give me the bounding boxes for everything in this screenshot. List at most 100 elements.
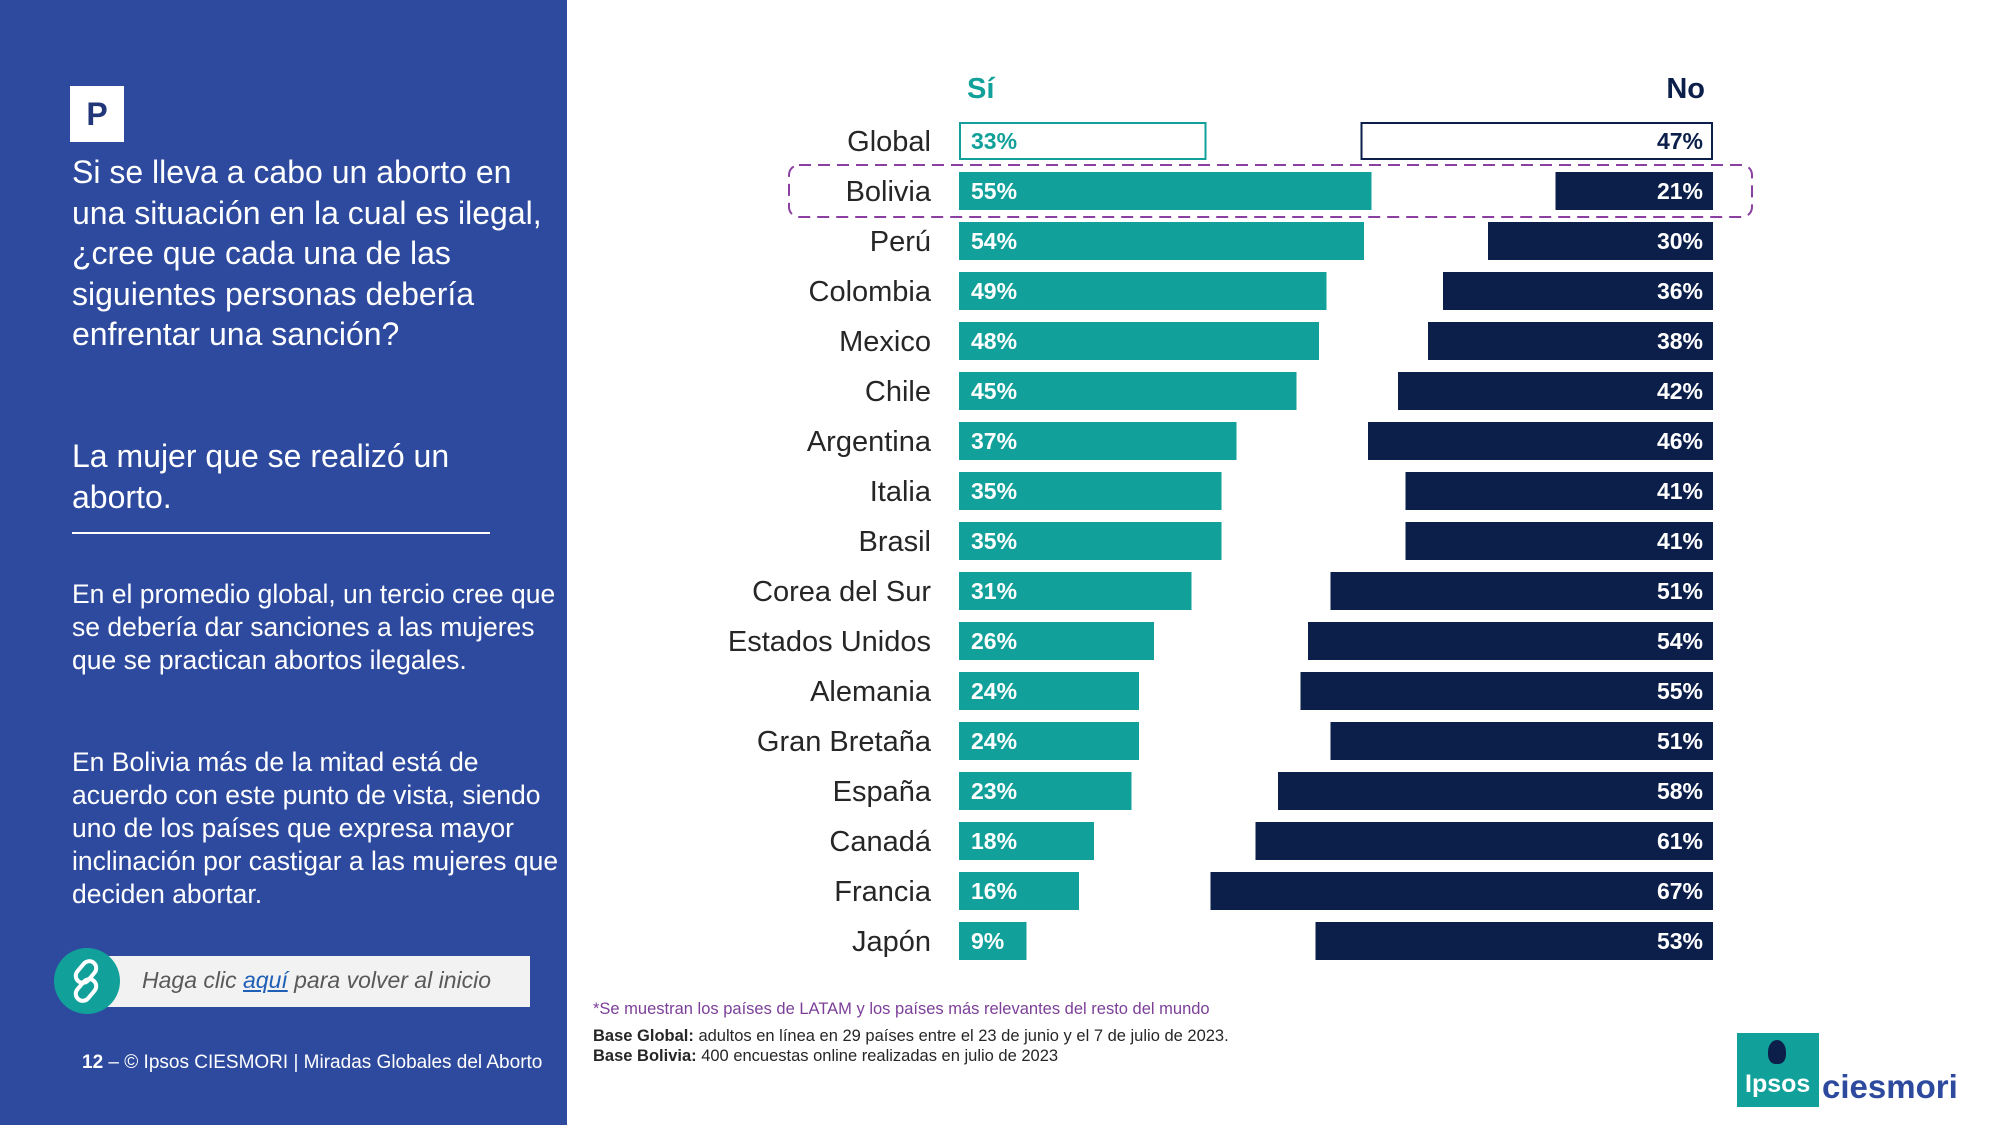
question-badge: P: [70, 86, 124, 142]
value-no-italia: 41%: [1657, 478, 1703, 504]
bar-si-brasil: [959, 522, 1222, 560]
category-label-españa: España: [833, 776, 932, 808]
bar-si-bolivia: [959, 172, 1372, 210]
category-label-francia: Francia: [834, 876, 932, 908]
subquestion-text: La mujer que se realizó un aborto.: [72, 438, 450, 515]
left-panel: P Si se lleva a cabo un aborto en una si…: [0, 0, 567, 1125]
back-to-start-link-box[interactable]: Haga clic aquí para volver al inicio: [100, 956, 530, 1007]
value-no-canadá: 61%: [1657, 828, 1703, 854]
bar-si-españa: [959, 772, 1132, 810]
bar-no-canadá: [1255, 822, 1713, 860]
value-si-canadá: 18%: [971, 828, 1017, 854]
bar-no-japón: [1315, 922, 1713, 960]
category-label-argentina: Argentina: [807, 426, 932, 458]
value-no-gran-bretaña: 51%: [1657, 728, 1703, 754]
category-label-chile: Chile: [865, 376, 931, 408]
category-label-bolivia: Bolivia: [846, 176, 932, 208]
ipsos-logo-mark: [1768, 1040, 1786, 1064]
bar-no-españa: [1278, 772, 1713, 810]
value-si-brasil: 35%: [971, 528, 1017, 554]
value-si-estados-unidos: 26%: [971, 628, 1017, 654]
category-label-colombia: Colombia: [809, 276, 932, 308]
value-si-colombia: 49%: [971, 278, 1017, 304]
summary-paragraph-bolivia: En Bolivia más de la mitad está de acuer…: [72, 747, 559, 909]
base-bolivia-label: Base Bolivia:: [593, 1047, 697, 1065]
bar-si-japón: [959, 922, 1027, 960]
value-si-alemania: 24%: [971, 678, 1017, 704]
category-label-estados-unidos: Estados Unidos: [728, 626, 931, 658]
bar-no-gran-bretaña: [1330, 722, 1713, 760]
bar-no-estados-unidos: [1308, 622, 1713, 660]
value-no-mexico: 38%: [1657, 328, 1703, 354]
value-no-corea-del-sur: 51%: [1657, 578, 1703, 604]
bar-no-alemania: [1300, 672, 1713, 710]
value-no-perú: 30%: [1657, 228, 1703, 254]
category-label-perú: Perú: [870, 226, 931, 258]
divider: [72, 532, 490, 534]
value-no-francia: 67%: [1657, 878, 1703, 904]
ipsos-logo-text: Ipsos: [1745, 1070, 1811, 1098]
value-no-bolivia: 21%: [1657, 178, 1703, 204]
footer: 12 – © Ipsos CIESMORI | Miradas Globales…: [82, 1052, 542, 1074]
value-si-japón: 9%: [971, 928, 1004, 954]
bar-si-argentina: [959, 422, 1237, 460]
value-no-españa: 58%: [1657, 778, 1703, 804]
base-bolivia-text: 400 encuestas online realizadas en julio…: [696, 1047, 1059, 1065]
highlight-box-bolivia: [788, 164, 1753, 218]
link-suffix: para volver al inicio: [287, 967, 492, 993]
base-global-text: adultos en línea en 29 países entre el 2…: [693, 1027, 1229, 1045]
value-no-argentina: 46%: [1657, 428, 1703, 454]
value-no-global: 47%: [1657, 128, 1703, 154]
summary-paragraph-global: En el promedio global, un tercio cree qu…: [72, 579, 556, 675]
value-si-mexico: 48%: [971, 328, 1017, 354]
value-no-chile: 42%: [1657, 378, 1703, 404]
category-label-gran-bretaña: Gran Bretaña: [757, 726, 932, 758]
base-bolivia: Base Bolivia: 400 encuestas online reali…: [593, 1047, 1058, 1066]
value-si-argentina: 37%: [971, 428, 1017, 454]
category-label-mexico: Mexico: [839, 326, 931, 358]
category-label-alemania: Alemania: [810, 676, 932, 708]
bar-no-global: [1360, 122, 1713, 160]
bar-si-perú: [959, 222, 1364, 260]
base-global: Base Global: adultos en línea en 29 país…: [593, 1027, 1229, 1046]
bar-si-alemania: [959, 672, 1139, 710]
bar-si-francia: [959, 872, 1079, 910]
column-header-si: Sí: [967, 73, 995, 105]
footer-dash: –: [103, 1052, 125, 1073]
category-label-global: Global: [847, 126, 931, 158]
link-icon[interactable]: [54, 948, 120, 1014]
value-si-perú: 54%: [971, 228, 1017, 254]
bar-no-italia: [1405, 472, 1713, 510]
category-label-brasil: Brasil: [858, 526, 931, 558]
value-si-francia: 16%: [971, 878, 1017, 904]
back-to-start-link[interactable]: aquí: [242, 967, 288, 993]
value-no-japón: 53%: [1657, 928, 1703, 954]
bar-no-brasil: [1405, 522, 1713, 560]
bar-si-mexico: [959, 322, 1319, 360]
value-si-corea-del-sur: 31%: [971, 578, 1017, 604]
bar-no-argentina: [1368, 422, 1713, 460]
bar-no-chile: [1398, 372, 1713, 410]
category-label-italia: Italia: [870, 476, 932, 508]
bar-si-colombia: [959, 272, 1327, 310]
link-prefix: Haga clic: [142, 967, 243, 993]
page-number: 12: [82, 1052, 104, 1073]
category-label-corea-del-sur: Corea del Sur: [752, 576, 931, 608]
bar-si-gran-bretaña: [959, 722, 1139, 760]
footer-text: © Ipsos CIESMORI | Miradas Globales del …: [124, 1052, 543, 1073]
chart-footnote: *Se muestran los países de LATAM y los p…: [593, 1000, 1210, 1018]
category-label-japón: Japón: [852, 926, 931, 958]
value-si-global: 33%: [971, 128, 1017, 154]
back-to-start-text: Haga clic aquí para volver al inicio: [142, 967, 491, 994]
bar-si-canadá: [959, 822, 1094, 860]
bar-no-colombia: [1443, 272, 1713, 310]
bar-no-bolivia: [1555, 172, 1713, 210]
bar-no-corea-del-sur: [1330, 572, 1713, 610]
bar-si-italia: [959, 472, 1222, 510]
value-no-alemania: 55%: [1657, 678, 1703, 704]
base-global-label: Base Global:: [593, 1027, 694, 1045]
bar-si-corea-del-sur: [959, 572, 1192, 610]
value-si-gran-bretaña: 24%: [971, 728, 1017, 754]
bar-no-francia: [1210, 872, 1713, 910]
bar-si-estados-unidos: [959, 622, 1154, 660]
